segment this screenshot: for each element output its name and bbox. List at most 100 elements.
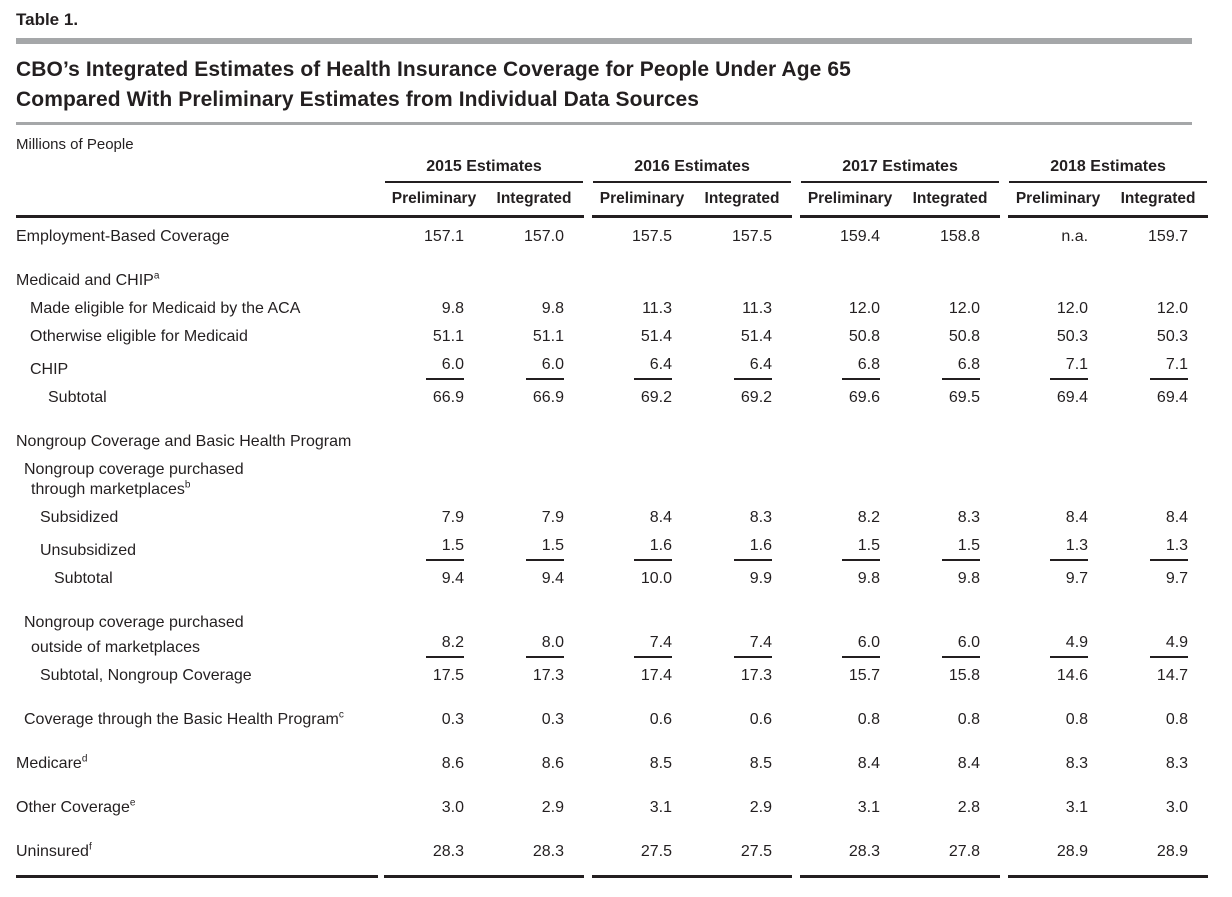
bottom-rule-segment: [384, 866, 484, 878]
column-gap: [792, 565, 800, 593]
value-text: 9.8: [857, 570, 881, 587]
row-label-text: Subtotal: [48, 389, 107, 406]
cell-value: 0.8: [1008, 690, 1108, 734]
column-gap: [1000, 778, 1008, 822]
year-header-row: 2015 Estimates 2016 Estimates 2017 Estim…: [16, 156, 1208, 183]
value-text: 1.6: [634, 536, 673, 561]
column-gap: [1000, 218, 1008, 251]
cell-value: 28.3: [384, 822, 484, 866]
cell-value: [484, 412, 584, 456]
value-text: 17.3: [740, 667, 773, 684]
value-text: 3.1: [649, 799, 673, 816]
cell-value: [800, 412, 900, 456]
value-text: 27.8: [948, 843, 981, 860]
value-text: 0.3: [541, 711, 565, 728]
row-label: Unsubsidized: [16, 532, 378, 565]
bottom-rule-segment: [592, 866, 693, 878]
cell-value: 0.8: [1108, 690, 1208, 734]
cell-value: [692, 456, 792, 480]
divider-thin: [16, 122, 1192, 125]
cell-value: 69.4: [1008, 384, 1108, 412]
cell-value: [1108, 593, 1208, 633]
table-row: Nongroup coverage purchased: [16, 456, 1208, 480]
column-gap: [584, 384, 592, 412]
table-row: Medicaid and CHIPa: [16, 251, 1208, 295]
value-text: 11.3: [742, 300, 773, 317]
row-label-text: CHIP: [30, 361, 69, 378]
column-gap: [792, 593, 800, 633]
value-text: 8.3: [749, 509, 773, 526]
column-gap: [792, 456, 800, 480]
cell-value: [592, 593, 692, 633]
cell-value: [900, 480, 1000, 504]
cell-value: 50.8: [800, 323, 900, 351]
row-label: Medicared: [16, 734, 378, 778]
value-text: 0.3: [441, 711, 464, 728]
cell-value: 50.3: [1008, 323, 1108, 351]
cell-value: 157.1: [384, 218, 484, 251]
cell-value: [384, 593, 484, 633]
cell-value: 51.4: [692, 323, 792, 351]
value-text: 0.6: [649, 711, 673, 728]
value-text: 27.5: [640, 843, 673, 860]
cell-value: [1108, 251, 1208, 295]
cell-value: [484, 480, 584, 504]
cell-value: 3.0: [384, 778, 484, 822]
value-text: 1.5: [942, 536, 981, 561]
value-text: 15.8: [948, 667, 981, 684]
value-text: 6.0: [942, 633, 981, 658]
value-text: 0.8: [957, 711, 981, 728]
value-text: 7.4: [634, 633, 673, 658]
value-text: 8.3: [1165, 755, 1189, 772]
column-gap: [584, 456, 592, 480]
row-label: Subtotal: [16, 565, 378, 593]
cell-value: [692, 412, 792, 456]
row-label: Nongroup coverage purchased: [16, 593, 378, 633]
cell-value: [384, 251, 484, 295]
row-label: Uninsuredf: [16, 822, 378, 866]
cell-value: 6.8: [900, 351, 1000, 384]
value-text: 27.5: [740, 843, 773, 860]
cell-value: 10.0: [592, 565, 692, 593]
cell-value: 6.4: [692, 351, 792, 384]
cell-value: 8.3: [1008, 734, 1108, 778]
row-label: CHIP: [16, 351, 378, 384]
stub-header: [16, 156, 378, 183]
table-row: Employment-Based Coverage 157.1 157.0 157.5…: [16, 218, 1208, 251]
cell-value: 17.3: [692, 662, 792, 690]
cell-value: 28.9: [1108, 822, 1208, 866]
column-gap: [792, 295, 800, 323]
table-row: Medicared 8.6 8.6 8.5 8.5 8.4 8.4 8.3 8.3: [16, 734, 1208, 778]
value-text: 8.3: [1065, 755, 1089, 772]
column-gap: [584, 532, 592, 565]
table-row: Other Coveragee 3.0 2.9 3.1 2.9 3.1 2.8 3.1 3.0: [16, 778, 1208, 822]
cell-value: [800, 251, 900, 295]
cell-value: 8.5: [692, 734, 792, 778]
value-text: 28.3: [432, 843, 464, 860]
value-text: 0.8: [857, 711, 881, 728]
cell-value: 51.4: [592, 323, 692, 351]
cell-value: 0.8: [900, 690, 1000, 734]
column-gap: [1000, 412, 1008, 456]
value-text: 69.4: [1156, 389, 1189, 406]
cell-value: 8.4: [800, 734, 900, 778]
table-title: CBO’s Integrated Estimates of Health Ins…: [16, 55, 1214, 115]
value-text: 7.9: [441, 509, 464, 526]
cell-value: 9.8: [384, 295, 484, 323]
cell-value: 2.8: [900, 778, 1000, 822]
column-gap: [584, 504, 592, 532]
table-row: Unsubsidized 1.5 1.5 1.6 1.6 1.5 1.5 1.3 1.3: [16, 532, 1208, 565]
table-row: Nongroup Coverage and Basic Health Progr…: [16, 412, 1208, 456]
cell-value: 27.8: [900, 822, 1000, 866]
table-row: Subtotal 9.4 9.4 10.0 9.9 9.8 9.8 9.7 9.7: [16, 565, 1208, 593]
cell-value: 6.0: [900, 633, 1000, 662]
table-row: CHIP 6.0 6.0 6.4 6.4 6.8 6.8 7.1 7.1: [16, 351, 1208, 384]
column-gap: [792, 662, 800, 690]
report-page: Table 1. CBO’s Integrated Estimates of H…: [16, 10, 1214, 878]
value-text: 51.1: [532, 328, 565, 345]
value-text: 1.3: [1050, 536, 1089, 561]
cell-value: 66.9: [484, 384, 584, 412]
year-group-header: 2016 Estimates: [592, 156, 792, 183]
column-gap: [792, 778, 800, 822]
cell-value: 6.0: [484, 351, 584, 384]
